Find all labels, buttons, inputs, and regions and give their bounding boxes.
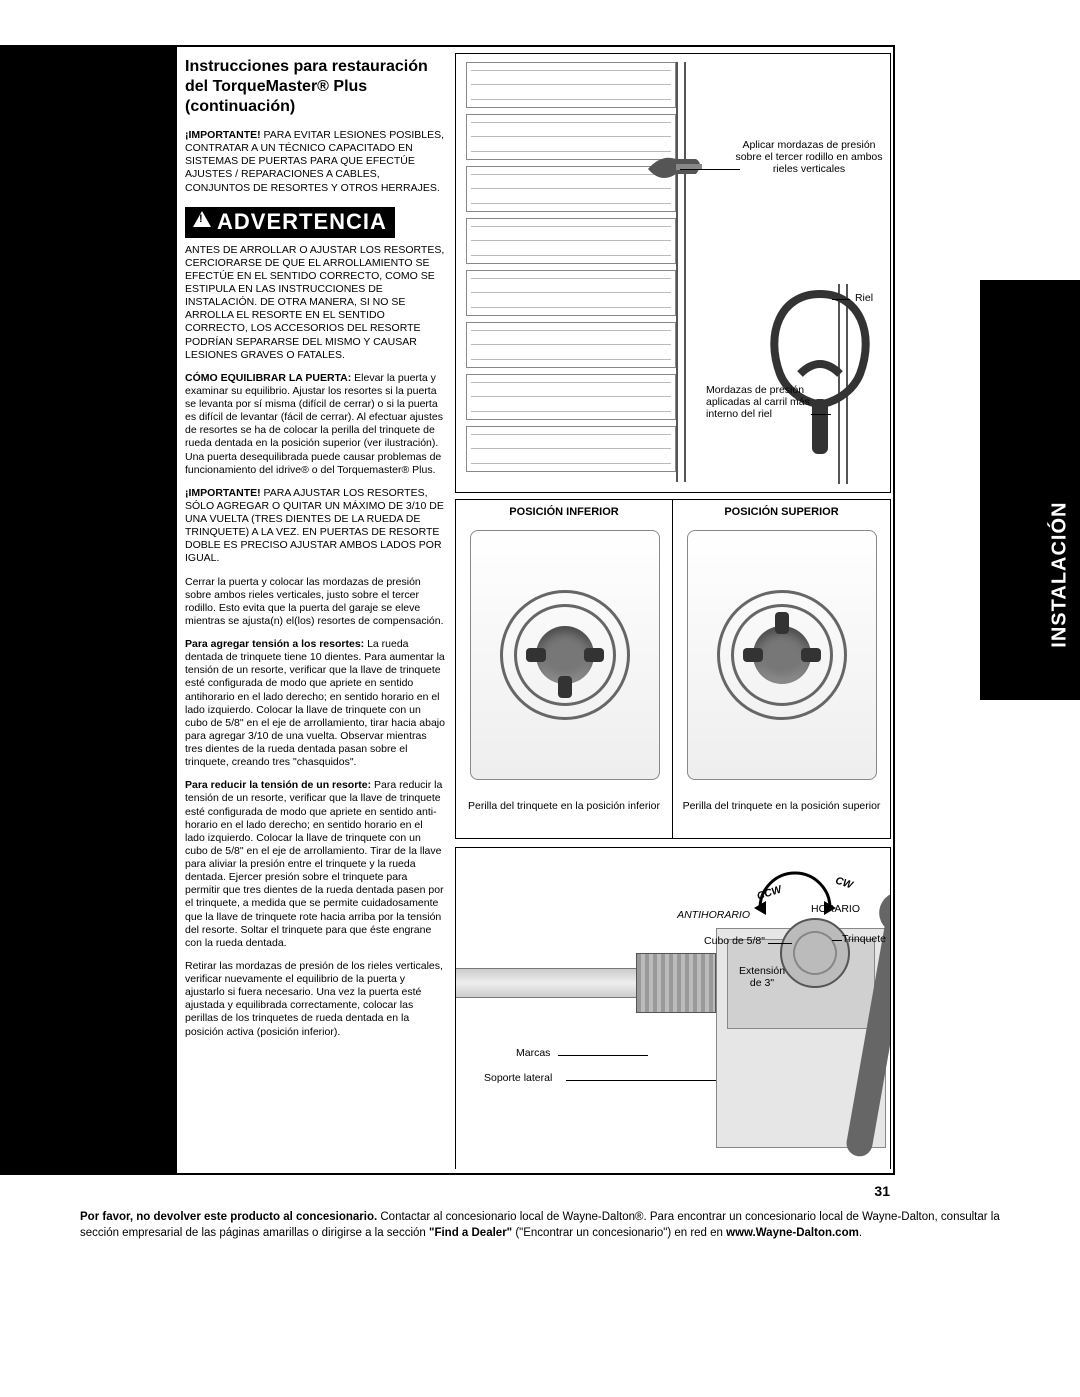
leader-mordazas <box>811 414 831 415</box>
label-horario: HORARIO <box>811 904 860 916</box>
bracket-right <box>687 530 877 780</box>
text-column: Instrucciones para restauración del Torq… <box>185 57 445 1049</box>
fig2-right-caption: Perilla del trinquete en la posición sup… <box>673 800 890 812</box>
leader-trinquete <box>832 940 842 941</box>
label-antihorario: ANTIHORARIO <box>677 910 750 922</box>
para-warning: ANTES DE ARROLLAR O AJUSTAR LOS RESORTES… <box>185 244 445 362</box>
bracket-left <box>470 530 660 780</box>
fig2-left-caption: Perilla del trinquete en la posición inf… <box>456 800 672 812</box>
cable-drum <box>636 953 716 1013</box>
leader-riel <box>832 299 850 300</box>
fig2-right: POSICIÓN SUPERIOR Perilla del trinquete … <box>673 499 891 839</box>
section-title: Instrucciones para restauración del Torq… <box>185 57 445 117</box>
knob-left <box>536 626 594 684</box>
fig2-right-heading: POSICIÓN SUPERIOR <box>673 506 890 518</box>
para-reduce-tension: Para reducir la tensión de un resorte: P… <box>185 779 445 950</box>
content-frame: Instrucciones para restauración del Torq… <box>175 45 895 1175</box>
footer-bold-3: www.Wayne-Dalton.com <box>726 1227 859 1239</box>
label-so称porte: Soporte lateral <box>484 1073 552 1085</box>
label-trinquete: Trinquete <box>842 934 886 946</box>
figure-middle: POSICIÓN INFERIOR Perilla del trinquete … <box>455 499 891 839</box>
para-remove: Retirar las mordazas de presión de los r… <box>185 960 445 1039</box>
knob-right <box>753 626 811 684</box>
para-add-tension: Para agregar tensión a los resortes: La … <box>185 638 445 769</box>
warning-triangle-icon <box>193 211 211 227</box>
footer-bold-1: Por favor, no devolver este producto al … <box>80 1211 377 1223</box>
label-mordazas: Mordazas de presión aplicadas al carril … <box>706 384 816 420</box>
para-important-1: ¡IMPORTANTE! PARA EVITAR LESIONES POSIBL… <box>185 129 445 195</box>
figure-top: Aplicar mordazas de presión sobre el ter… <box>455 53 891 493</box>
footer: Por favor, no devolver este producto al … <box>80 1210 1000 1241</box>
para-close: Cerrar la puerta y colocar las mordazas … <box>185 576 445 629</box>
text-reduce: Para reducir la tensión de un resorte, v… <box>185 779 444 949</box>
bold-reduce: Para reducir la tensión de un resorte: <box>185 779 371 791</box>
warning-box: ADVERTENCIA <box>185 207 395 238</box>
leader-cubo <box>768 943 792 944</box>
label-apply-clamps: Aplicar mordazas de presión sobre el ter… <box>734 139 884 175</box>
page: INSTALACIÓN Instrucciones para restaurac… <box>0 0 1080 1397</box>
footer-text-2: ("Encontrar un concesionario") en red en <box>512 1227 726 1239</box>
para-important-2: ¡IMPORTANTE! PARA AJUSTAR LOS RESORTES, … <box>185 487 445 566</box>
bold-balance: CÓMO EQUILIBRAR LA PUERTA: <box>185 372 351 384</box>
fig2-left-heading: POSICIÓN INFERIOR <box>456 506 672 518</box>
footer-bold-2: "Find a Dealer" <box>429 1227 512 1239</box>
side-tab-label: INSTALACIÓN <box>1049 502 1072 648</box>
page-number: 31 <box>874 1183 890 1199</box>
door-panels <box>466 62 676 482</box>
left-black-bar <box>0 45 175 1175</box>
leader-1 <box>680 169 740 170</box>
bold-add: Para agregar tensión a los resortes: <box>185 638 364 650</box>
footer-text-3: . <box>859 1227 862 1239</box>
figure-bottom: ANTIHORARIO HORARIO CCW CW Cubo de 5/8" … <box>455 847 891 1169</box>
leader-marcas <box>558 1055 648 1056</box>
big-clamp-icon <box>760 284 880 464</box>
bold-important-2: ¡IMPORTANTE! <box>185 487 261 499</box>
label-cubo: Cubo de 5/8" <box>704 936 765 948</box>
vertical-track <box>676 62 686 482</box>
label-marcas: Marcas <box>516 1048 550 1060</box>
bold-important-1: ¡IMPORTANTE! <box>185 129 261 141</box>
para-balance: CÓMO EQUILIBRAR LA PUERTA: Elevar la pue… <box>185 372 445 477</box>
text-add: La rueda dentada de trinquete tiene 10 d… <box>185 638 445 768</box>
warning-text: ADVERTENCIA <box>217 209 387 234</box>
label-extension: Extensión de 3" <box>732 966 792 989</box>
fig2-left: POSICIÓN INFERIOR Perilla del trinquete … <box>455 499 673 839</box>
label-riel: Riel <box>844 292 884 304</box>
text-balance: Elevar la puerta y examinar su equilibri… <box>185 372 443 476</box>
leader-soporte <box>566 1080 716 1081</box>
